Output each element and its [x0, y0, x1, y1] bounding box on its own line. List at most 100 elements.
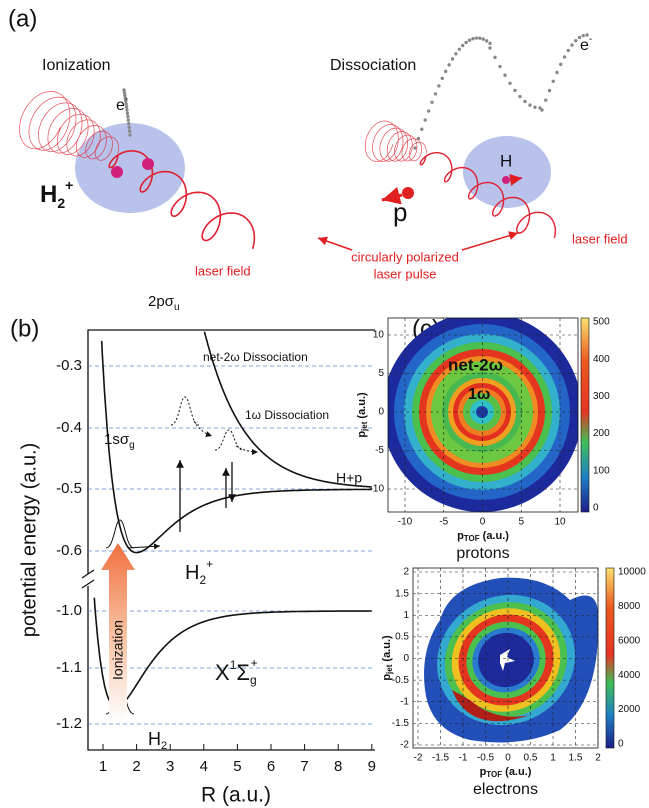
sub: 2	[57, 195, 65, 211]
colorbar-tick-label: 6000	[618, 635, 641, 646]
colorbar-tick-label: 2000	[618, 704, 641, 715]
colorbar-tick-label: 100	[593, 465, 610, 476]
laser-helix	[20, 91, 119, 160]
trajectory-dot	[555, 71, 558, 74]
annotation: H2+	[185, 557, 213, 587]
ring-label: net-2ω	[448, 355, 503, 374]
arrow	[128, 546, 160, 548]
x-tick-label: 10	[554, 517, 566, 528]
name: 1sσ	[104, 431, 130, 448]
sub: u	[174, 302, 180, 313]
y-axis-label: pjet(a.u.)	[381, 635, 394, 681]
wavepacket	[171, 397, 199, 425]
electron-map	[416, 572, 599, 747]
dissociation-title: Dissociation	[330, 57, 416, 74]
arrow	[462, 233, 518, 250]
trajectory-dot	[544, 99, 547, 102]
ionization-label: Ionization	[110, 620, 126, 680]
sub: jet	[385, 664, 394, 675]
sup: -	[589, 34, 592, 45]
curve-label: 2pσu	[148, 293, 180, 313]
unit: (a.u.)	[356, 392, 368, 419]
x-tick-label: 2	[595, 753, 601, 764]
sup: +	[251, 656, 258, 670]
nucleus	[142, 158, 154, 170]
colorbar-tick-label: 200	[593, 428, 610, 439]
arrow	[194, 421, 212, 436]
colorbar-tick-label: 300	[593, 391, 610, 402]
trajectory-dot	[488, 46, 491, 49]
trajectory-dot	[461, 44, 464, 47]
colorbar-tick-label: 0	[593, 503, 599, 514]
x-axis-label: R (a.u.)	[201, 784, 271, 807]
trajectory-dot	[481, 37, 484, 40]
trajectory-dot	[417, 137, 420, 140]
x-tick-label: -5	[439, 517, 448, 528]
sub: g	[129, 440, 135, 451]
y-tick-label: -0.4	[56, 419, 82, 436]
molecule-label: H2+	[40, 177, 73, 211]
trajectory-dot	[437, 84, 440, 87]
sub: 2	[161, 740, 167, 752]
trajectory-dot	[127, 118, 130, 121]
trajectory-dot	[508, 82, 511, 85]
trajectory-dot	[128, 129, 131, 132]
arrow	[236, 446, 258, 452]
trajectory-dot	[127, 126, 130, 129]
y-tick-label: -0.6	[56, 542, 82, 559]
trajectory-dot	[513, 89, 516, 92]
trajectory-dot	[533, 106, 536, 109]
y-tick-label: -1.0	[56, 602, 82, 619]
trajectory-dot	[503, 74, 506, 77]
unit: (a.u.)	[381, 635, 393, 662]
trajectory-dot	[427, 109, 430, 112]
h: H	[148, 729, 161, 749]
y-tick-label: -1.5	[392, 718, 410, 729]
y-tick-label: 0.5	[395, 632, 409, 643]
y-tick-label: -10	[370, 484, 385, 495]
y-tick-label: 5	[378, 368, 384, 379]
trajectory-dot	[552, 80, 555, 83]
y-tick-label: -1	[400, 696, 409, 707]
colorbar	[606, 568, 614, 748]
electron-label: e-	[580, 34, 592, 55]
trajectory-dot	[444, 70, 447, 73]
trajectory-dot	[523, 100, 526, 103]
trajectory-dot	[451, 57, 454, 60]
trajectory-dot	[498, 65, 501, 68]
y-tick-label: 10	[373, 330, 385, 341]
x-tick-label: 1	[550, 753, 556, 764]
trajectory-dot	[125, 105, 128, 108]
colorbar-tick-label: 8000	[618, 601, 641, 612]
name: 2pσ	[148, 293, 175, 310]
trajectory-dot	[464, 41, 467, 44]
panel-label: (b)	[10, 315, 39, 342]
trajectory-dot	[424, 118, 427, 121]
x-tick-label: -1	[459, 753, 468, 764]
y-tick-label: 0	[378, 407, 384, 418]
y-tick-label: 1.5	[395, 588, 409, 599]
laser-field-label: laser field	[195, 263, 251, 278]
y-tick-label: -0.5	[56, 480, 82, 497]
x-tick-label: 4	[200, 758, 208, 775]
trajectory-dot	[570, 43, 573, 46]
name: X	[215, 660, 230, 685]
x-tick-label: 8	[334, 758, 342, 775]
caption: electrons	[473, 781, 538, 798]
sub: jet	[360, 421, 369, 432]
sub: g	[250, 673, 257, 687]
trajectory-dot	[126, 115, 129, 118]
axis	[88, 330, 375, 750]
x-tick-label: 6	[267, 758, 275, 775]
arrow	[318, 238, 352, 250]
y-tick-label: 0	[403, 653, 409, 664]
y-tick-label: -1.2	[56, 715, 82, 732]
sup: +	[206, 557, 213, 571]
annotation: net-2ω Dissociation	[203, 350, 308, 364]
annotation: 1ω Dissociation	[245, 408, 329, 422]
atom-label: H	[500, 151, 512, 170]
trajectory-dot	[563, 55, 566, 58]
y-tick-label: 2	[403, 567, 409, 578]
trajectory-dot	[126, 112, 129, 115]
